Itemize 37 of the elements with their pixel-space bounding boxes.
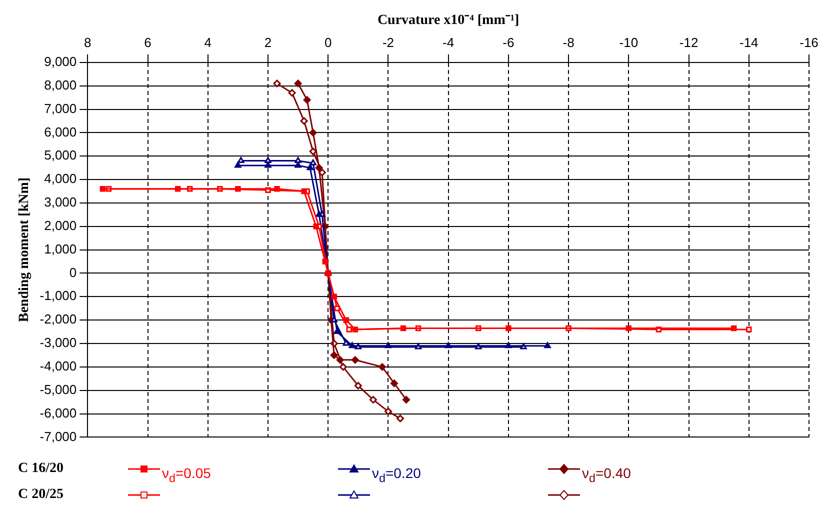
x-tick-label: -14 — [739, 35, 758, 50]
legend-label: ν$_{d}$=0.40 — [582, 465, 631, 485]
x-tick-label: 6 — [144, 35, 152, 50]
y-tick-label: 2,000 — [44, 218, 77, 233]
x-tick-label: -16 — [800, 35, 818, 50]
y-tick-label: -7,000 — [40, 428, 77, 444]
text: C 20/25 — [18, 486, 64, 504]
y-tick-label: -2,000 — [40, 312, 77, 327]
y-tick-label: 0 — [69, 264, 77, 280]
y-tick-label: -3,000 — [40, 335, 77, 350]
x-tick-label: 4 — [204, 35, 212, 50]
y-tick-label: 9,000 — [44, 54, 77, 69]
x-tick-label: 0 — [324, 35, 332, 50]
x-tick-label: -8 — [562, 35, 574, 50]
x-axis-title: Curvature x10⁻⁴ [mm⁻¹] — [377, 13, 520, 28]
x-tick-label: 2 — [264, 35, 272, 50]
y-tick-label: 8,000 — [44, 77, 77, 92]
y-tick-label: 5,000 — [44, 148, 77, 163]
y-axis-title: Bending moment [kNm] — [17, 177, 32, 322]
legend-label: ν$_{d}$=0.05 — [162, 465, 211, 485]
x-tick-label: -4 — [442, 35, 454, 50]
y-tick-label: 1,000 — [44, 241, 77, 256]
x-tick-label: -6 — [502, 35, 514, 50]
y-tick-label: 6,000 — [44, 124, 77, 140]
y-tick-label: 3,000 — [44, 194, 77, 210]
y-tick-label: -6,000 — [40, 405, 77, 420]
x-tick-label: -10 — [619, 35, 638, 50]
text: C 16/20 — [18, 460, 64, 478]
x-tick-label: -2 — [382, 35, 394, 50]
legend-label: ν$_{d}$=0.20 — [372, 465, 421, 485]
y-tick-label: -5,000 — [40, 382, 77, 397]
y-tick-label: 4,000 — [44, 171, 77, 186]
y-tick-label: -4,000 — [40, 358, 77, 374]
y-tick-label: -1,000 — [40, 288, 77, 304]
x-tick-label: -12 — [679, 35, 698, 50]
y-tick-label: 7,000 — [44, 100, 77, 116]
x-tick-label: 8 — [84, 35, 92, 50]
